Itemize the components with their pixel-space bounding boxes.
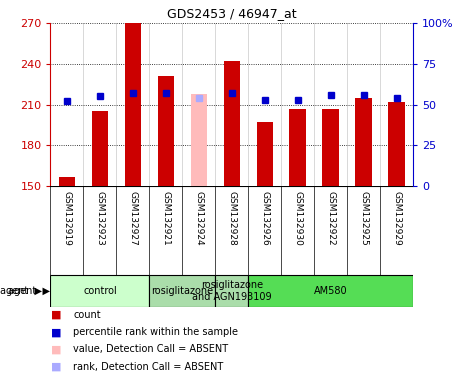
Bar	[323, 109, 339, 186]
Text: GSM132922: GSM132922	[326, 191, 335, 245]
Bar	[149, 275, 215, 307]
Text: GSM132925: GSM132925	[359, 191, 368, 245]
Text: ■: ■	[50, 362, 61, 372]
Text: ■: ■	[50, 327, 61, 337]
Text: GSM132927: GSM132927	[129, 191, 137, 245]
Text: count: count	[73, 310, 101, 320]
Bar	[257, 122, 273, 186]
Bar	[355, 98, 372, 186]
Text: ■: ■	[50, 344, 61, 354]
Bar	[125, 23, 141, 186]
Text: GSM132919: GSM132919	[62, 191, 72, 245]
Text: rank, Detection Call = ABSENT: rank, Detection Call = ABSENT	[73, 362, 224, 372]
Text: percentile rank within the sample: percentile rank within the sample	[73, 327, 238, 337]
Text: value, Detection Call = ABSENT: value, Detection Call = ABSENT	[73, 344, 229, 354]
Bar	[224, 61, 240, 186]
Text: AM580: AM580	[314, 286, 347, 296]
Text: agent  ▶: agent ▶	[0, 286, 42, 296]
Bar	[190, 94, 207, 186]
Bar	[290, 109, 306, 186]
Text: rosiglitazone: rosiglitazone	[151, 286, 213, 296]
Text: rosiglitazone
and AGN193109: rosiglitazone and AGN193109	[192, 280, 272, 302]
Text: agent  ▶: agent ▶	[8, 286, 50, 296]
Bar	[50, 275, 149, 307]
Text: GSM132923: GSM132923	[95, 191, 105, 245]
Title: GDS2453 / 46947_at: GDS2453 / 46947_at	[167, 7, 297, 20]
Bar	[248, 275, 413, 307]
Bar	[59, 177, 75, 186]
Bar	[215, 275, 248, 307]
Text: GSM132921: GSM132921	[162, 191, 170, 245]
Text: GSM132928: GSM132928	[227, 191, 236, 245]
Bar	[92, 111, 108, 186]
Bar	[157, 76, 174, 186]
Bar	[388, 102, 405, 186]
Text: ■: ■	[50, 310, 61, 320]
Text: GSM132926: GSM132926	[260, 191, 269, 245]
Text: GSM132930: GSM132930	[293, 191, 302, 245]
Text: GSM132929: GSM132929	[392, 191, 401, 245]
Text: control: control	[83, 286, 117, 296]
Text: GSM132924: GSM132924	[194, 191, 203, 245]
